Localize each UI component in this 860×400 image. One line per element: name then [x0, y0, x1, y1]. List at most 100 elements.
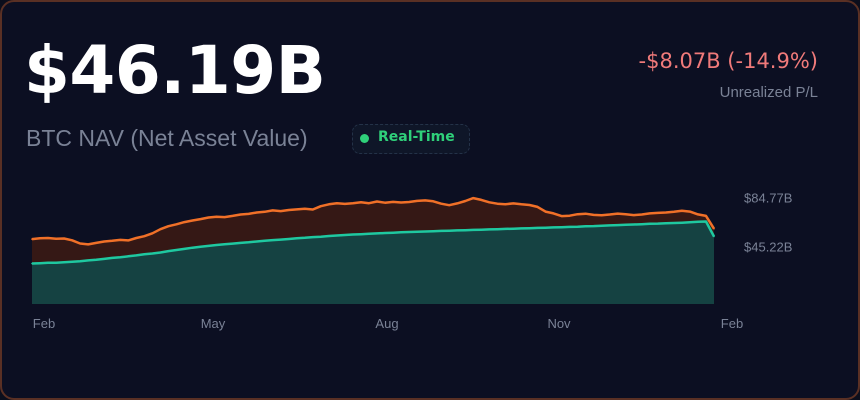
cost-basis-point — [608, 224, 611, 227]
nav-point — [689, 210, 691, 213]
nav-point — [103, 240, 105, 243]
nav-point — [304, 208, 306, 210]
nav-point — [231, 215, 234, 217]
cost-basis-point — [207, 245, 210, 247]
nav-point — [633, 214, 635, 216]
x-tick-label: Aug — [375, 316, 398, 331]
cost-basis-point — [183, 248, 186, 250]
cost-basis-point — [328, 235, 330, 237]
cost-basis-point — [649, 223, 651, 225]
nav-point — [31, 238, 33, 240]
cost-basis-point — [713, 235, 715, 238]
cost-basis-point — [560, 226, 563, 228]
nav-point — [544, 210, 547, 213]
cost-basis-point — [424, 230, 427, 233]
cost-basis-point — [624, 224, 627, 226]
cost-basis-point — [95, 259, 97, 261]
cost-basis-point — [544, 226, 547, 229]
nav-point — [673, 211, 675, 213]
cost-basis-point — [400, 231, 402, 234]
cost-basis-point — [368, 233, 370, 235]
nav-point — [71, 239, 73, 242]
cost-basis-point — [464, 229, 467, 231]
cost-basis-point — [255, 240, 258, 243]
cost-basis-point — [263, 240, 266, 242]
nav-point — [536, 206, 539, 208]
nav-point — [713, 227, 715, 230]
x-tick-label: Feb — [721, 316, 743, 331]
cost-basis-point — [87, 259, 89, 262]
nav-point — [488, 201, 491, 204]
nav-point — [641, 213, 643, 216]
cost-basis-point — [159, 251, 162, 254]
cost-basis-point — [296, 237, 298, 240]
nav-point — [87, 243, 89, 246]
nav-point — [600, 214, 603, 216]
cost-basis-point — [528, 227, 531, 229]
cost-basis-point — [592, 225, 595, 227]
cost-basis-point — [616, 224, 619, 226]
cost-basis-point — [496, 228, 499, 230]
nav-point — [151, 232, 154, 235]
nav-point — [183, 221, 186, 223]
nav-point — [159, 228, 162, 230]
cost-basis-point — [63, 261, 65, 264]
nav-point — [95, 242, 97, 244]
nav-point — [143, 235, 146, 237]
nav-point — [271, 209, 274, 212]
cost-basis-point — [215, 244, 218, 246]
nav-point — [344, 203, 346, 205]
cost-basis-point — [584, 225, 587, 228]
nav-point — [448, 204, 451, 206]
x-axis-ticks: Feb May Aug Nov Feb — [33, 316, 743, 331]
nav-point — [584, 212, 587, 215]
cost-basis-point — [456, 229, 459, 232]
cost-basis-point — [239, 242, 242, 244]
nav-point — [705, 215, 707, 217]
cost-basis-point — [191, 246, 194, 249]
nav-point — [119, 239, 122, 241]
nav-point — [665, 211, 667, 214]
nav-point — [199, 218, 202, 220]
cost-basis-point — [360, 233, 362, 235]
cost-basis-point — [231, 242, 234, 245]
cost-basis-point — [480, 228, 483, 231]
nav-point — [400, 201, 402, 204]
cost-basis-point — [279, 238, 282, 241]
nav-point — [368, 202, 370, 204]
nav-point — [392, 201, 394, 203]
cost-basis-point — [665, 222, 667, 224]
nav-point — [496, 202, 499, 205]
nav-point — [360, 201, 362, 204]
y-axis-ticks: $84.77B $45.22B — [744, 191, 792, 255]
cost-basis-point — [135, 254, 138, 257]
nav-point — [320, 205, 322, 207]
nav-point — [552, 212, 555, 215]
nav-point — [288, 209, 290, 211]
cost-basis-point — [392, 231, 394, 234]
nav-point — [39, 237, 41, 240]
cost-basis-point — [536, 227, 539, 229]
nav-point — [79, 242, 81, 245]
cost-basis-point — [681, 221, 683, 224]
nav-point — [520, 203, 523, 206]
nav-point — [215, 215, 218, 218]
y-tick-label: $45.22B — [744, 240, 792, 255]
cost-basis-point — [689, 221, 691, 224]
cost-basis-point — [600, 224, 603, 227]
cost-basis-point — [520, 227, 523, 230]
cost-basis-point — [271, 239, 274, 241]
nav-point — [384, 201, 386, 204]
x-tick-label: Feb — [33, 316, 55, 331]
nav-point — [440, 202, 443, 205]
cost-basis-point — [336, 234, 338, 237]
cost-basis-point — [175, 249, 178, 251]
cost-basis-point — [111, 257, 113, 259]
cost-basis-point — [641, 223, 643, 225]
nav-point — [416, 200, 418, 202]
cost-basis-point — [705, 220, 707, 223]
nav-point — [649, 212, 651, 215]
cost-basis-point — [223, 243, 226, 245]
nav-point — [456, 202, 459, 205]
nav-point — [592, 214, 595, 216]
